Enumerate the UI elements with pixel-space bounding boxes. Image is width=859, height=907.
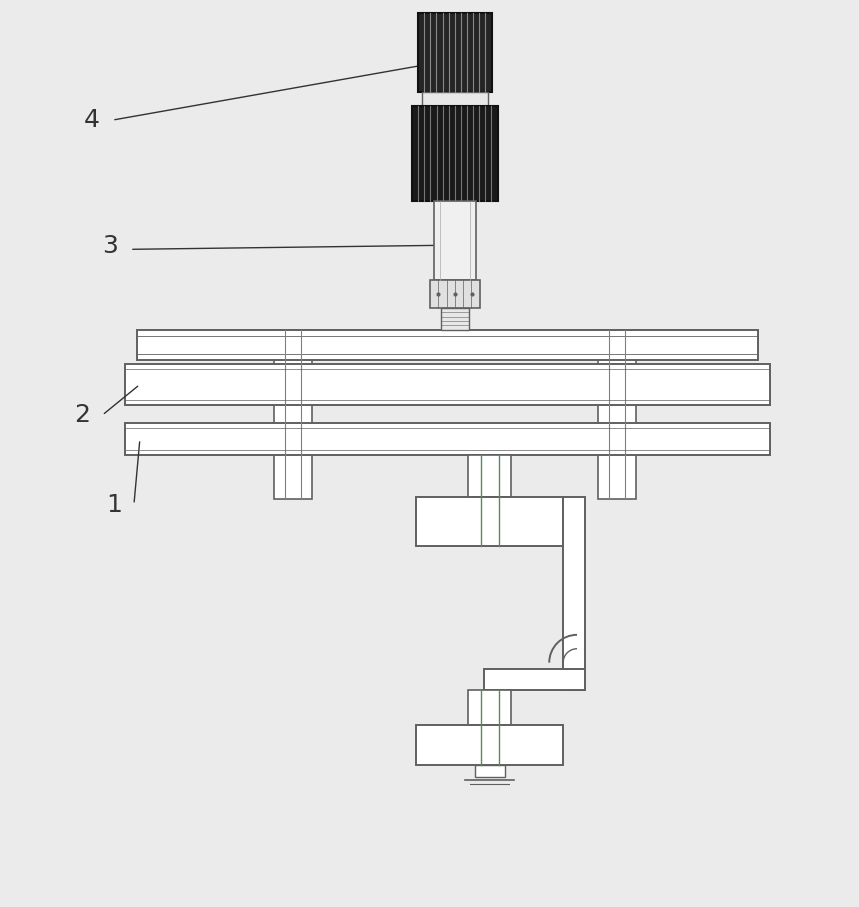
Bar [422, 93, 488, 106]
Bar [564, 497, 585, 690]
Bar [434, 200, 476, 280]
Bar [137, 330, 758, 359]
Bar [274, 330, 312, 499]
Bar [412, 106, 497, 200]
Bar [416, 497, 564, 546]
Text: 4: 4 [84, 108, 101, 132]
Bar [468, 690, 511, 726]
Text: 3: 3 [102, 234, 118, 258]
Text: 2: 2 [74, 404, 90, 427]
Bar [416, 726, 564, 765]
Bar [441, 308, 469, 330]
Text: 1: 1 [107, 493, 122, 517]
Bar [475, 765, 504, 777]
Bar [484, 668, 585, 690]
Bar [468, 455, 511, 497]
Bar [125, 424, 770, 455]
Bar [598, 330, 636, 499]
Bar [418, 13, 491, 93]
Bar [430, 280, 479, 308]
Bar [125, 364, 770, 405]
